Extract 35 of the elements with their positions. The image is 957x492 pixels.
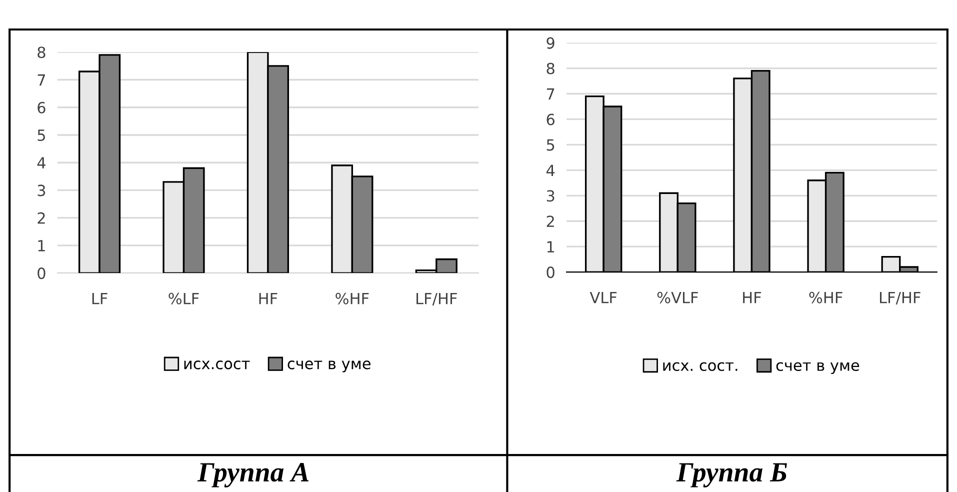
legend-label: счет в уме [776,362,860,374]
x-tick-label: %VLF [657,292,698,304]
y-tick-label: 0 [546,266,554,278]
x-tick-label: %HF [809,292,842,304]
text: Группа Б [676,463,787,488]
legend-label: счет в уме [288,360,370,372]
x-tick-label: %HF [336,292,369,304]
x-tick-label: LF/HF [880,292,920,305]
y-tick-label: 4 [37,157,46,168]
y-tick-label: 6 [546,114,554,126]
x-tick-label: LF/HF [416,292,457,306]
y-tick-label: 6 [38,102,46,114]
legend-label: исх.сост [184,360,250,370]
y-tick-label: 2 [546,216,554,227]
legend-label: исх. сост. [663,362,738,372]
x-tick-label: VLF [590,292,617,304]
y-tick-label: 3 [38,184,46,196]
y-tick-label: 2 [38,212,45,224]
y-tick-label: 5 [38,130,45,142]
y-tick-label: 9 [546,37,554,49]
y-tick-label: 0 [38,268,46,280]
y-tick-label: 7 [546,88,554,100]
x-tick-label: LF [92,292,108,304]
text: Группа А [197,463,309,488]
y-tick-label: 1 [547,241,554,252]
y-tick-label: 8 [38,46,46,58]
y-tick-label: 4 [546,164,555,176]
x-tick-label: HF [743,292,761,304]
y-tick-label: 7 [38,74,46,86]
y-tick-label: 5 [546,139,554,151]
x-tick-label: HF [259,292,278,304]
x-tick-label: %LF [168,292,199,304]
y-tick-label: 8 [546,62,554,74]
y-tick-label: 3 [546,190,554,202]
y-tick-label: 1 [38,240,45,252]
